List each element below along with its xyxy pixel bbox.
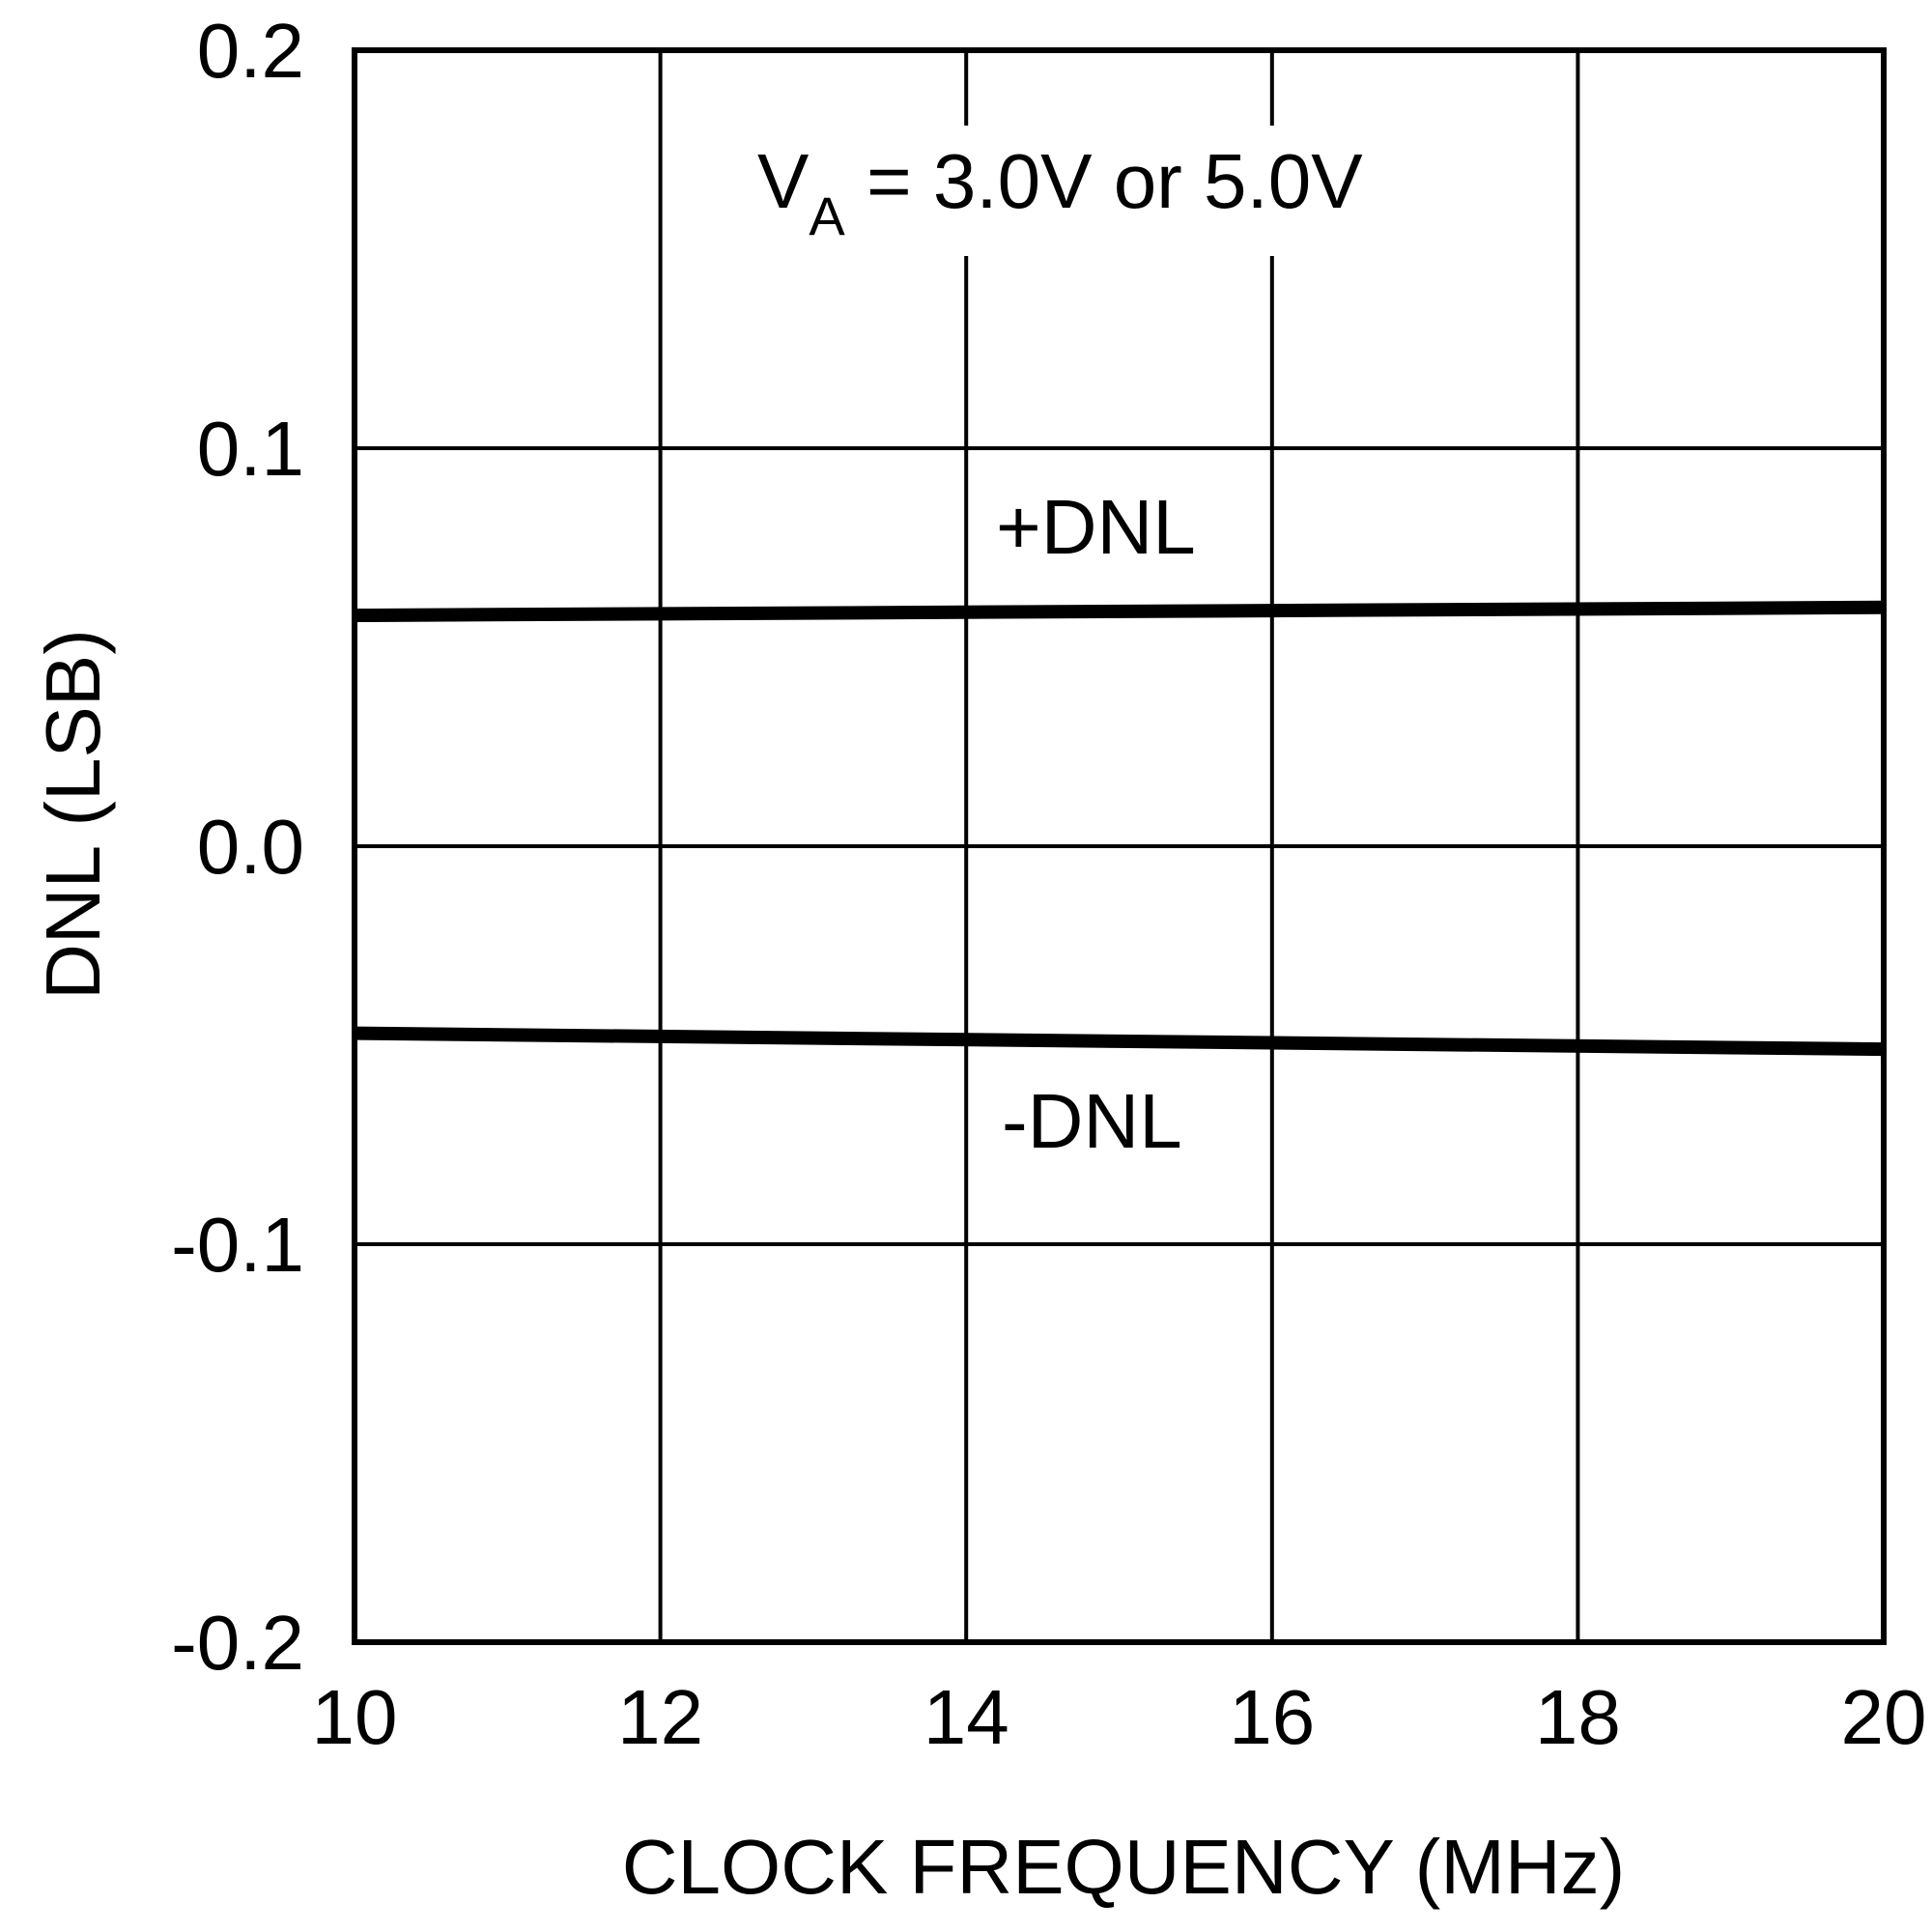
y-tick-label: 0.0 <box>197 804 304 890</box>
plot-frame <box>352 47 1887 1645</box>
x-tick-label: 20 <box>1841 1674 1927 1760</box>
series-line-plus-dnl <box>354 600 1885 623</box>
x-tick-label: 14 <box>923 1674 1009 1760</box>
grid-lines <box>355 50 1884 1642</box>
y-tick-label: -0.1 <box>171 1202 304 1288</box>
y-tick-label: -0.2 <box>171 1600 304 1686</box>
series-label-plus-dnl: +DNL <box>996 484 1196 570</box>
x-tick-label: 10 <box>312 1674 398 1760</box>
series-lines <box>354 600 1885 1057</box>
x-tick-label: 18 <box>1535 1674 1621 1760</box>
supply-voltage-annotation: VA = 3.0V or 5.0V <box>757 138 1363 246</box>
series-line-minus-dnl <box>354 1026 1885 1057</box>
x-axis-title: CLOCK FREQUENCY (MHz) <box>622 1824 1626 1910</box>
y-axis-title: DNL (LSB) <box>30 629 116 1000</box>
x-tick-label: 12 <box>617 1674 703 1760</box>
annotation-subscript: A <box>809 185 845 246</box>
annotation-rest: = 3.0V or 5.0V <box>845 138 1364 224</box>
y-tick-label: 0.2 <box>197 8 304 94</box>
y-tick-labels: 0.2 0.1 0.0 -0.1 -0.2 <box>171 8 304 1686</box>
annotation-main: V <box>757 138 810 224</box>
series-label-minus-dnl: -DNL <box>1002 1078 1182 1164</box>
x-tick-labels: 10 12 14 16 18 20 <box>312 1674 1927 1760</box>
x-tick-label: 16 <box>1229 1674 1315 1760</box>
y-tick-label: 0.1 <box>197 406 304 492</box>
